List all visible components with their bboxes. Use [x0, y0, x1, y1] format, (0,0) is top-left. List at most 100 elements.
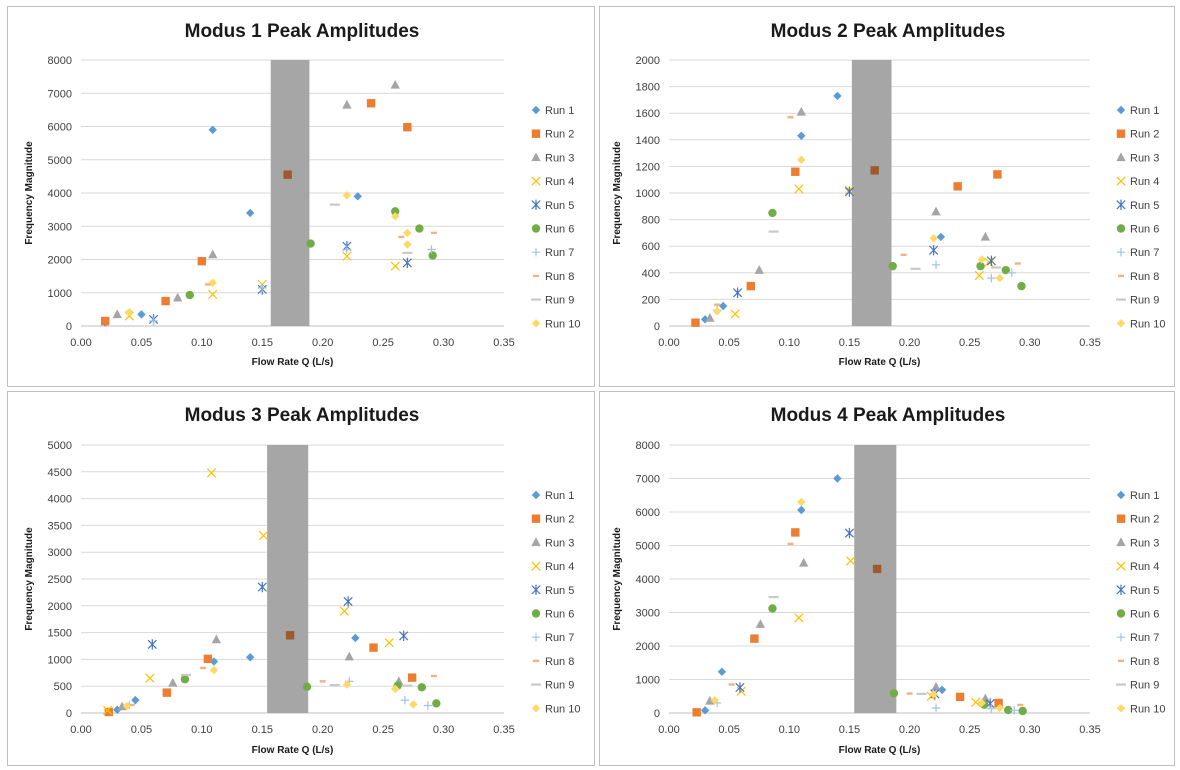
legend-entry: Run 3 — [545, 152, 574, 164]
legend-marker — [531, 176, 541, 186]
x-tick-label: 0.20 — [312, 337, 333, 349]
chart-title: Modus 1 Peak Amplitudes — [185, 21, 420, 42]
data-point — [403, 122, 412, 132]
data-point — [705, 695, 715, 705]
data-point — [131, 695, 140, 705]
data-point — [100, 316, 110, 326]
data-point — [402, 251, 413, 254]
y-tick-label: 4000 — [48, 494, 72, 506]
data-point — [306, 239, 315, 248]
data-point — [403, 240, 412, 249]
data-point — [796, 106, 807, 116]
y-tick-label: 1000 — [48, 654, 72, 666]
data-point — [342, 99, 352, 109]
series-run-5 — [147, 581, 409, 650]
data-point — [929, 234, 938, 243]
legend-entry: Run 2 — [545, 514, 574, 526]
data-point — [791, 167, 800, 176]
legend-entry: Run 8 — [1130, 271, 1159, 283]
data-point — [718, 301, 728, 311]
y-axis-label: Frequency Magnitude — [612, 527, 623, 631]
y-tick-label: 5000 — [48, 155, 72, 167]
data-point — [403, 228, 412, 238]
data-point — [1018, 706, 1027, 716]
x-tick-label: 0.00 — [658, 337, 679, 349]
x-tick-label: 0.25 — [372, 337, 393, 349]
series-run-1 — [113, 633, 360, 714]
legend-entry: Run 10 — [1130, 318, 1165, 330]
legend-marker — [1118, 274, 1124, 278]
legend-entry: Run 4 — [1130, 176, 1159, 188]
y-tick-label: 1200 — [636, 161, 660, 173]
data-point — [714, 303, 721, 306]
x-tick-label: 0.20 — [899, 724, 920, 736]
y-tick-label: 4500 — [48, 467, 72, 479]
data-point — [692, 708, 701, 717]
data-point — [409, 700, 418, 709]
y-tick-label: 6000 — [636, 507, 660, 519]
data-point — [402, 257, 412, 269]
data-point — [955, 692, 965, 702]
x-tick-label: 0.00 — [70, 337, 91, 349]
data-point — [391, 684, 400, 694]
legend-entry: Run 3 — [1130, 152, 1159, 164]
data-point — [791, 528, 800, 537]
legend-entry: Run 6 — [1130, 609, 1159, 621]
data-point — [931, 206, 941, 216]
data-point — [730, 309, 740, 319]
x-axis-label: Flow Rate Q (L/s) — [839, 357, 921, 368]
series-run-9 — [329, 203, 413, 254]
y-tick-label: 1000 — [636, 188, 660, 200]
data-point — [369, 643, 378, 652]
legend-marker — [1116, 176, 1126, 186]
data-point — [319, 680, 326, 683]
legend-entry: Run 3 — [545, 537, 574, 549]
x-tick-label: 0.35 — [493, 337, 514, 349]
data-point — [417, 683, 427, 692]
x-tick-label: 0.25 — [959, 337, 980, 349]
data-point — [112, 309, 122, 319]
y-tick-label: 5000 — [48, 440, 72, 452]
legend-entry: Run 9 — [1130, 680, 1159, 692]
legend-entry: Run 2 — [545, 129, 574, 141]
data-point — [1010, 706, 1019, 715]
data-point — [755, 619, 766, 628]
data-point — [833, 474, 842, 483]
legend-entry: Run 1 — [1130, 490, 1159, 502]
legend-marker — [1116, 199, 1126, 210]
data-point — [986, 255, 996, 267]
data-point — [246, 208, 255, 218]
y-tick-label: 3500 — [48, 520, 72, 532]
data-point — [1017, 281, 1026, 291]
data-point — [398, 235, 405, 239]
legend: Run 1 Run 2 Run 3 Run 4 Run 5 Run 6 Run 7 Run 8… — [531, 105, 580, 330]
series-run-8 — [204, 231, 437, 286]
data-point — [180, 675, 190, 684]
y-tick-label: 2500 — [48, 574, 72, 586]
y-tick-label: 1400 — [636, 135, 660, 147]
data-point — [329, 203, 340, 206]
data-point — [407, 673, 417, 682]
data-point — [910, 267, 921, 270]
data-point — [717, 667, 727, 676]
x-tick-label: 0.30 — [433, 724, 454, 736]
data-point — [797, 131, 806, 141]
data-point — [353, 192, 362, 201]
x-tick-label: 0.30 — [1019, 337, 1040, 349]
y-tick-label: 0 — [66, 321, 72, 333]
legend-entry: Run 10 — [545, 318, 580, 330]
x-tick-label: 0.15 — [839, 337, 860, 349]
x-tick-label: 0.25 — [959, 724, 980, 736]
x-tick-label: 0.35 — [1079, 337, 1100, 349]
data-point — [768, 208, 777, 218]
data-point — [833, 91, 842, 101]
x-tick-label: 0.15 — [252, 724, 273, 736]
x-axis-label: Flow Rate Q (L/s) — [252, 745, 334, 756]
series-run-8 — [714, 115, 1021, 306]
series-run-1 — [700, 474, 947, 715]
data-point — [342, 251, 352, 261]
legend-entry: Run 2 — [1130, 129, 1159, 141]
series-run-6 — [180, 675, 441, 708]
y-tick-label: 1800 — [636, 82, 660, 94]
data-point — [797, 505, 806, 515]
